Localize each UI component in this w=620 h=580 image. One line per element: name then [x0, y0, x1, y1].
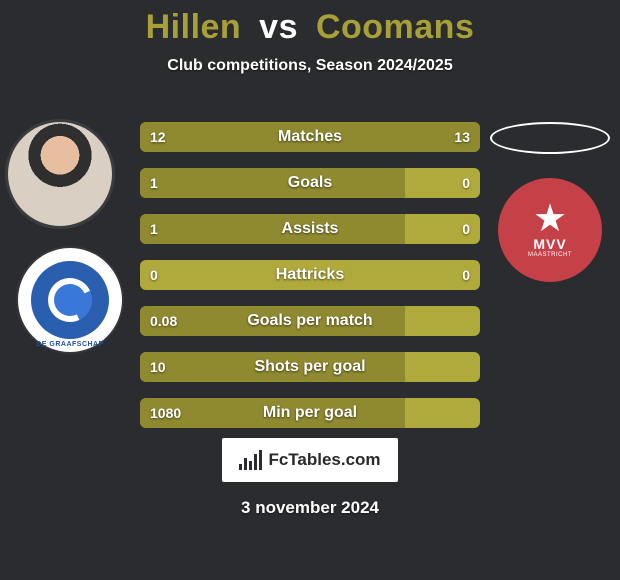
stat-bar-row: 10Shots per goal [140, 352, 480, 382]
stat-bar-row: 10Assists [140, 214, 480, 244]
club-right-name: MVV [533, 236, 566, 252]
vs-label: vs [259, 8, 298, 46]
stat-bar-label: Matches [140, 122, 480, 152]
stat-bar-label: Assists [140, 214, 480, 244]
player1-avatar [8, 122, 112, 226]
player2-avatar-placeholder [490, 122, 610, 154]
stat-bar-row: 0.08Goals per match [140, 306, 480, 336]
stat-bar-row: 00Hattricks [140, 260, 480, 290]
player1-club-badge: DE GRAAFSCHAP [18, 248, 122, 352]
stat-bar-label: Hattricks [140, 260, 480, 290]
stat-bars-area: 1213Matches 10Goals 10Assists 00Hattricks 0.… [140, 122, 480, 444]
player2-club-badge: ★ MVV MAASTRICHT [498, 178, 602, 282]
stat-bar-label: Shots per goal [140, 352, 480, 382]
comparison-title: Hillen vs Coomans [0, 0, 620, 47]
stat-bar-label: Goals per match [140, 306, 480, 336]
club-left-name: DE GRAAFSCHAP [18, 341, 122, 348]
player2-name: Coomans [316, 8, 474, 46]
date-label: 3 november 2024 [0, 498, 620, 518]
stat-bar-row: 1213Matches [140, 122, 480, 152]
stat-bar-row: 1080Min per goal [140, 398, 480, 428]
player1-name: Hillen [146, 8, 242, 46]
club-left-swirl-icon [42, 272, 98, 328]
stat-bar-label: Min per goal [140, 398, 480, 428]
logo-text: FcTables.com [268, 450, 380, 470]
star-icon: ★ [533, 200, 567, 238]
stat-bar-row: 10Goals [140, 168, 480, 198]
club-left-inner [31, 261, 109, 339]
fctables-logo: FcTables.com [222, 438, 398, 482]
stat-bar-label: Goals [140, 168, 480, 198]
barchart-icon [239, 450, 262, 470]
subtitle: Club competitions, Season 2024/2025 [0, 57, 620, 75]
club-right-subname: MAASTRICHT [528, 252, 572, 258]
